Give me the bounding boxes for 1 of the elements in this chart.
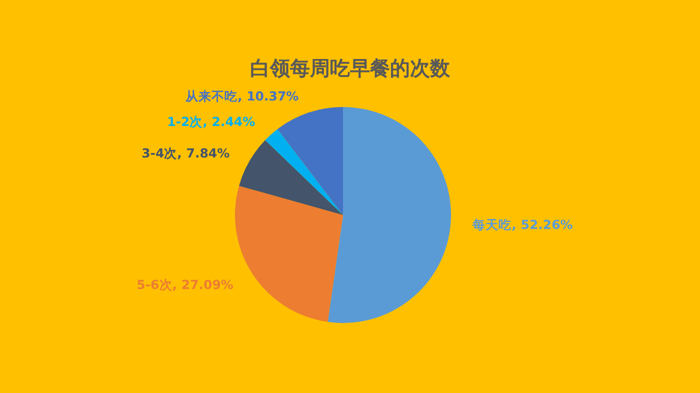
chart-title: 白领每周吃早餐的次数 <box>250 56 451 80</box>
